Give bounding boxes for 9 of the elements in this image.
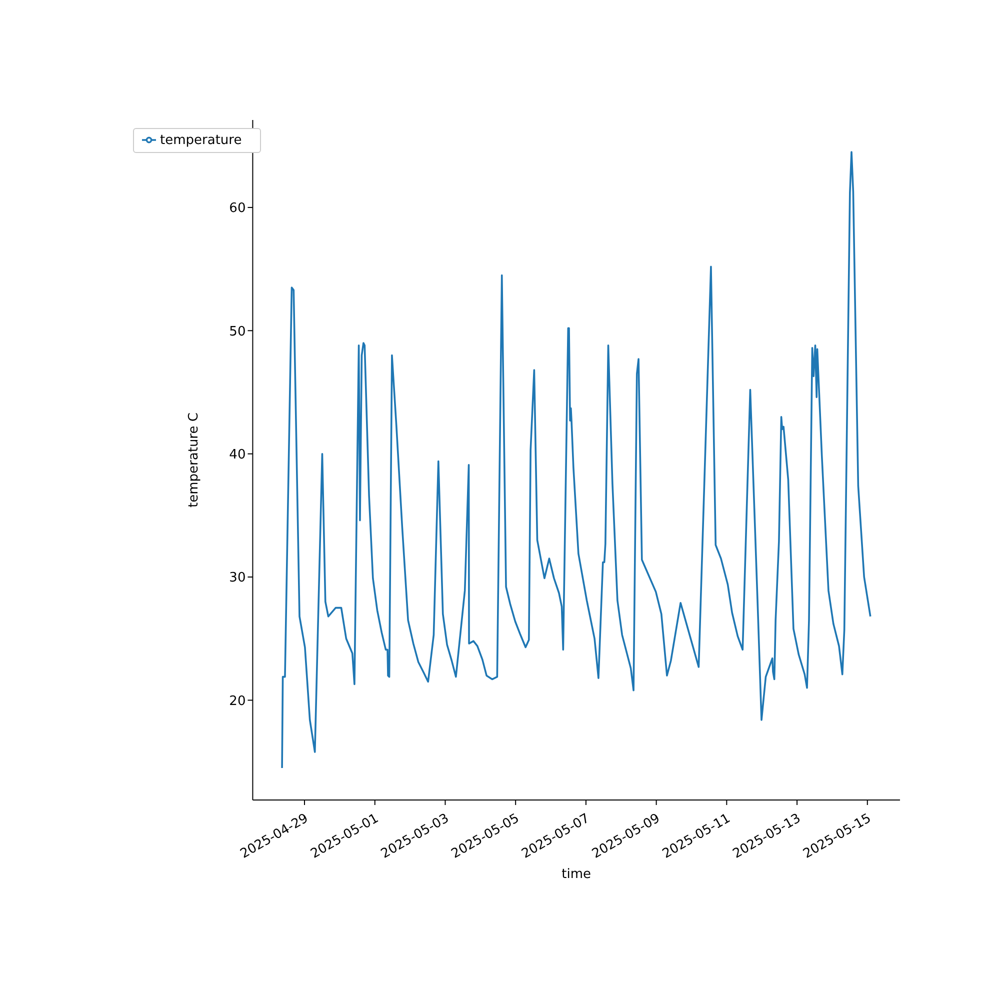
line-series [281, 151, 872, 769]
y-tick-label: 30 [229, 570, 246, 586]
y-tick-label: 40 [229, 447, 246, 462]
legend-label: temperature [160, 133, 242, 148]
x-axis-title: time [562, 867, 592, 882]
y-tick-label: 60 [229, 201, 246, 216]
y-axis-title: temperature C [186, 412, 202, 508]
y-tick-label: 20 [229, 694, 246, 709]
y-tick-label: 50 [229, 324, 246, 340]
